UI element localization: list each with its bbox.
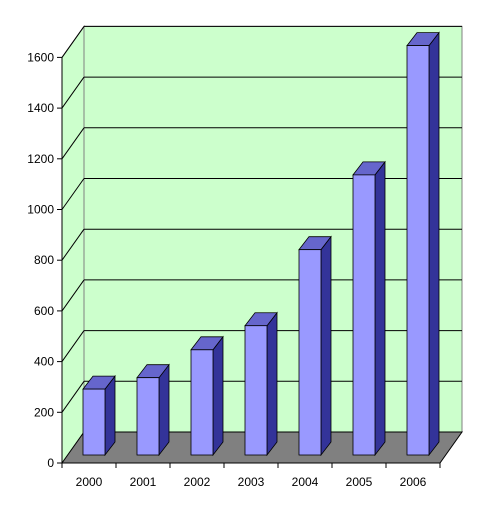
- bar-side-face: [105, 376, 115, 455]
- y-tick-label: 800: [34, 253, 54, 267]
- bar: [407, 46, 429, 455]
- x-tick-label: 2000: [76, 475, 103, 489]
- bar: [299, 250, 321, 455]
- bar-side-face: [375, 162, 385, 455]
- x-tick-label: 2006: [400, 475, 427, 489]
- bar-side-face: [213, 337, 223, 455]
- y-tick-label: 1600: [27, 50, 54, 64]
- y-axis-ticks: 0 200 400 600 800 1000 1200 1400 1600: [27, 50, 62, 470]
- x-axis-ticks: 2000 2001 2002 2003 2004 2005 2006: [62, 463, 440, 489]
- bar-side-face: [159, 365, 169, 455]
- bar-side-face: [321, 237, 331, 455]
- y-tick-label: 1200: [27, 152, 54, 166]
- y-tick-label: 1400: [27, 101, 54, 115]
- x-tick-label: 2004: [292, 475, 319, 489]
- x-tick-label: 2001: [130, 475, 157, 489]
- bar-side-face: [267, 313, 277, 455]
- x-tick-label: 2002: [184, 475, 211, 489]
- x-tick-label: 2005: [346, 475, 373, 489]
- y-tick-label: 0: [47, 456, 54, 470]
- bar: [191, 350, 213, 455]
- y-tick-label: 400: [34, 355, 54, 369]
- y-tick-label: 600: [34, 304, 54, 318]
- bar: [137, 378, 159, 455]
- bar: [245, 326, 267, 455]
- y-tick-label: 200: [34, 405, 54, 419]
- bar: [83, 389, 105, 455]
- bar: [353, 175, 375, 455]
- x-tick-label: 2003: [238, 475, 265, 489]
- y-tick-label: 1000: [27, 203, 54, 217]
- bar-side-face: [429, 33, 439, 455]
